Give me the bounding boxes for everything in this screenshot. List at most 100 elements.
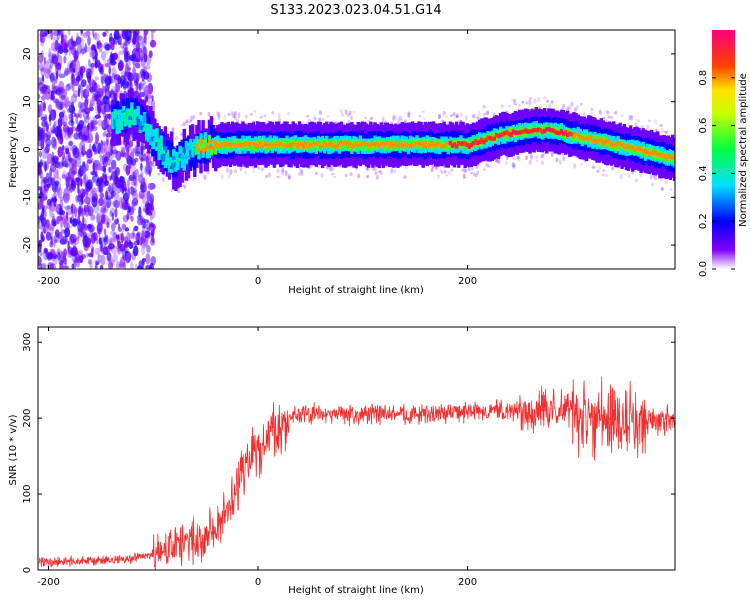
heatmap-cell (95, 102, 100, 115)
colorbar-tick-label: 0.4 (698, 165, 709, 181)
heatmap-cell (98, 197, 104, 207)
heatmap-cell (40, 67, 46, 77)
heatmap-cell (138, 114, 142, 120)
heatmap-cell (148, 169, 152, 177)
heatmap-cell (163, 145, 168, 151)
heatmap-cell (77, 249, 84, 256)
heatmap-cell (101, 75, 104, 86)
heatmap-cell (112, 231, 118, 243)
heatmap-cell (77, 84, 82, 92)
heatmap-cell (51, 129, 58, 134)
heatmap-cell (106, 252, 112, 262)
heatmap-cell (611, 166, 615, 171)
heatmap-cell (133, 245, 139, 257)
heatmap-cell (157, 173, 161, 176)
heatmap-cell (281, 167, 285, 173)
heatmap-cell (67, 30, 71, 36)
heatmap-cell (142, 222, 147, 229)
heatmap-cell (73, 132, 81, 140)
heatmap-cell (87, 72, 92, 84)
heatmap-cell (329, 165, 333, 172)
heatmap-cell (366, 174, 370, 179)
heatmap-cell (71, 112, 74, 124)
heatmap-cell (176, 157, 180, 163)
heatmap-cell (185, 120, 189, 124)
heatmap-cell (105, 195, 113, 200)
heatmap-cell (300, 169, 304, 176)
heatmap-cell (46, 252, 54, 260)
heatmap-cell (604, 173, 608, 178)
heatmap-cell (46, 134, 51, 139)
heatmap-cell (106, 91, 109, 97)
heatmap-cell (132, 66, 136, 77)
heatmap-cell (51, 218, 58, 227)
heatmap-cell (94, 84, 101, 91)
heatmap-cell (306, 114, 310, 118)
heatmap-cell (102, 85, 105, 94)
heatmap-cell (314, 171, 318, 175)
heatmap-cell (138, 88, 142, 94)
heatmap-cell (136, 51, 140, 59)
heatmap-cell (143, 230, 151, 238)
heatmap-cell (507, 105, 511, 108)
heatmap-cell (68, 120, 75, 126)
heatmap-cell (78, 101, 82, 109)
heatmap-cell (103, 130, 107, 136)
heatmap-cell (127, 187, 130, 198)
heatmap-cell (184, 181, 187, 185)
heatmap-cell (133, 225, 139, 232)
heatmap-cell (153, 137, 157, 143)
heatmap-cell (129, 54, 136, 62)
heatmap-cell (42, 30, 48, 36)
heatmap-cell (133, 187, 137, 193)
heatmap-cell (73, 237, 80, 246)
heatmap-cell (45, 187, 49, 195)
heatmap-cell (129, 206, 136, 212)
heatmap-cell (486, 110, 490, 116)
heatmap-cell (130, 261, 134, 269)
heatmap-cell (136, 82, 141, 91)
heatmap-cell (121, 223, 125, 234)
heatmap-cell (38, 224, 43, 230)
heatmap-cell (142, 219, 149, 224)
heatmap-cell (149, 238, 156, 246)
heatmap-cell (172, 155, 176, 161)
heatmap-cell (38, 129, 46, 141)
heatmap-cell (105, 202, 110, 209)
heatmap-cell (455, 114, 459, 118)
heatmap-cell (85, 189, 89, 199)
heatmap-cell (55, 99, 58, 108)
heatmap-cell (634, 178, 638, 183)
heatmap-cell (89, 103, 94, 110)
heatmap-cell (76, 124, 84, 130)
heatmap-cell (117, 245, 123, 252)
heatmap-cell (46, 202, 51, 209)
heatmap-cell (134, 157, 139, 163)
heatmap-cell (174, 136, 178, 141)
heatmap-cell (165, 152, 170, 158)
heatmap-cell (107, 113, 113, 120)
heatmap-cell (146, 226, 154, 231)
heatmap-cell (98, 42, 103, 53)
heatmap-cell (203, 174, 207, 180)
heatmap-cell (104, 156, 109, 162)
heatmap-cell (59, 238, 66, 245)
heatmap-cell (99, 43, 103, 48)
heatmap-cell (46, 153, 53, 165)
heatmap-cell (139, 82, 142, 94)
heatmap-cell (92, 116, 98, 126)
heatmap-cell (58, 206, 64, 217)
heatmap-cell (82, 189, 86, 198)
heatmap-cell (470, 171, 473, 175)
heatmap-cell (103, 140, 108, 153)
heatmap-cell (661, 128, 664, 134)
heatmap-cell (68, 140, 74, 147)
spectrogram-ytick-label: -20 (22, 237, 33, 253)
heatmap-cell (268, 172, 271, 178)
heatmap-cell (669, 188, 673, 191)
heatmap-cell (636, 119, 640, 122)
heatmap-cell (199, 111, 203, 116)
heatmap-cell (64, 205, 71, 210)
heatmap-cell (119, 32, 122, 44)
heatmap-cell (71, 218, 78, 227)
